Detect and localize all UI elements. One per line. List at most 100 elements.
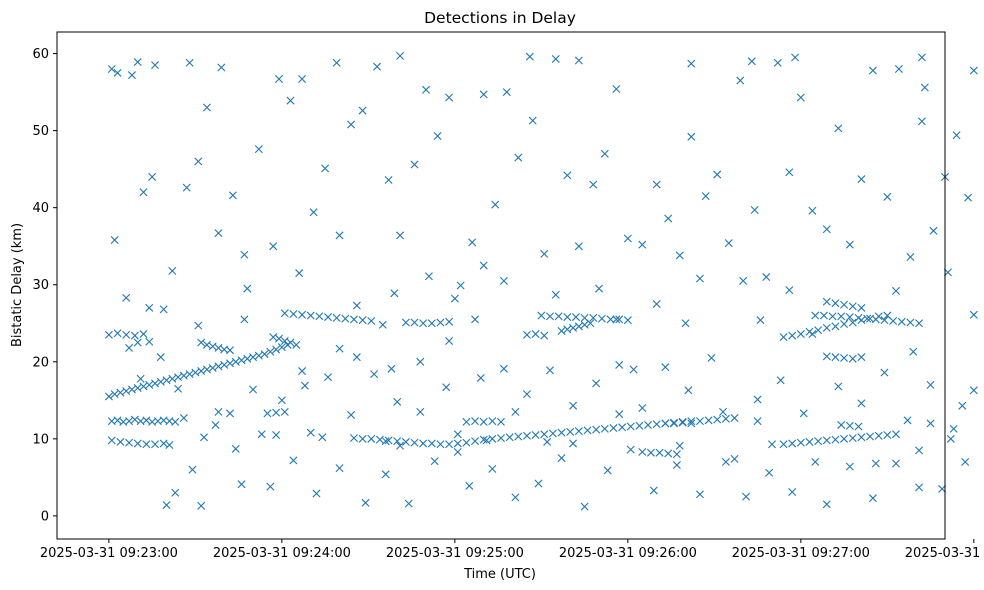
detection-marker [638,447,647,456]
y-axis: 0 10 20 30 40 50 60 [32,47,57,524]
detection-marker [785,168,794,177]
detection-marker [214,229,223,238]
detection-marker [231,444,240,453]
detection-marker [370,370,379,379]
detection-marker [349,434,358,443]
detection-marker [834,124,843,133]
detection-marker [122,293,131,302]
detection-marker [868,494,877,503]
detection-marker [920,83,929,92]
detection-marker [179,414,188,423]
y-tick-label: 60 [32,47,49,62]
detection-marker [381,470,390,479]
detection-marker [664,214,673,223]
detection-marker [848,434,857,443]
detection-marker [347,410,356,419]
detection-marker [275,334,283,343]
detection-marker [840,300,849,309]
plot-frame [56,31,946,540]
detection-marker [652,300,661,308]
detection-marker [410,318,419,327]
detection-marker [225,346,234,355]
detection-marker [410,160,419,169]
detection-marker [571,313,580,322]
detection-marker [298,75,307,83]
detection-marker [557,428,566,437]
detection-marker [906,253,915,261]
detection-marker [580,320,589,329]
detection-marker [298,367,307,376]
detection-marker [840,434,849,443]
detection-marker [159,439,168,448]
detection-marker [479,417,488,426]
detection-marker [586,319,595,328]
detection-marker [113,416,122,425]
detection-marker [479,261,488,270]
detection-marker [442,383,451,392]
detection-marker [352,301,361,310]
detection-marker [277,343,286,352]
detection-marker [889,316,898,325]
detection-marker [589,313,598,322]
detection-marker [142,416,151,425]
detection-marker [168,266,177,275]
detection-marker [396,51,405,60]
detection-marker [785,286,794,295]
detection-marker [773,58,782,67]
detection-marker [612,315,621,324]
detection-marker [871,315,880,324]
detection-marker [110,390,119,399]
detection-marker [254,351,263,360]
detection-marker [730,414,739,423]
detection-marker [133,439,142,448]
detection-marker [139,382,148,391]
detection-marker [563,325,572,334]
detection-marker [453,447,462,456]
detection-marker [436,440,445,449]
detection-marker [188,465,197,474]
detection-marker [880,368,889,377]
detection-marker [557,454,566,463]
y-axis-label: Bistatic Delay (km) [10,223,25,347]
detection-marker [243,284,252,293]
detection-marker [125,417,134,426]
detection-marker [566,427,575,436]
detection-marker [863,314,872,323]
detection-marker [453,439,462,448]
detection-marker [378,320,387,329]
marker-layer [104,51,978,511]
detection-marker [332,58,341,67]
detection-marker [237,356,246,365]
detection-marker [776,376,785,385]
detection-marker [453,430,462,439]
detection-marker [335,344,344,353]
detection-marker [609,424,618,433]
detection-marker [416,407,425,416]
x-tick-label: 2025-03-31 09:27:00 [732,546,870,561]
detection-marker [871,459,880,468]
detection-marker [969,66,978,75]
detection-marker [243,354,252,363]
detection-marker [537,311,546,320]
detection-marker [831,322,840,331]
detection-marker [684,386,693,395]
y-tick-label: 0 [41,509,49,524]
detection-marker [597,314,606,323]
x-tick-label: 2025-03-31 09:23:00 [40,546,178,561]
detection-marker [883,192,892,201]
detection-marker [107,436,116,445]
detection-marker [416,357,425,366]
detection-marker [422,85,431,94]
detection-marker [626,422,635,431]
detection-marker [626,445,635,454]
detection-marker [866,432,875,441]
detection-marker [217,63,226,72]
detection-marker [185,58,194,67]
chart-title: Detections in Delay [424,9,576,27]
detection-marker [125,438,134,447]
detection-marker [306,311,315,320]
detection-marker [491,200,500,209]
detection-marker [840,320,849,329]
detection-marker [687,417,696,426]
detection-marker [695,490,704,499]
